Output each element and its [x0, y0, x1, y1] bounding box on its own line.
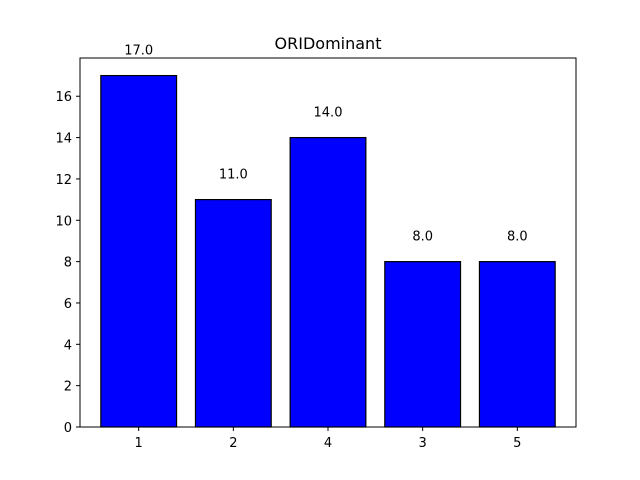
y-tick-label: 16 — [55, 90, 72, 105]
bar-1 — [100, 74, 178, 428]
y-tick-label: 6 — [64, 297, 72, 312]
data-label-1: 17.0 — [124, 44, 153, 59]
y-tick-label: 4 — [64, 338, 72, 353]
x-axis: 1 2 4 3 5 — [135, 427, 521, 451]
x-tick-label: 3 — [419, 436, 427, 451]
y-tick-label: 8 — [64, 256, 72, 271]
plot-frame — [79, 57, 577, 428]
y-tick-label: 0 — [64, 421, 72, 436]
data-label-4: 14.0 — [314, 106, 343, 121]
data-labels-layer: 17.0 11.0 14.0 8.0 8.0 — [124, 44, 527, 245]
x-tick-label: 5 — [513, 436, 521, 451]
bars-layer — [100, 74, 556, 428]
bar-2 — [194, 199, 272, 428]
bar-4 — [289, 136, 367, 428]
bar-3 — [384, 261, 462, 428]
data-label-3: 8.0 — [412, 230, 433, 245]
x-tick-label: 1 — [135, 436, 143, 451]
y-axis: 0 2 4 6 8 10 12 14 16 — [55, 90, 80, 436]
chart-title: ORIDominant — [275, 34, 382, 53]
y-tick-label: 2 — [64, 380, 72, 395]
y-tick-label: 10 — [55, 214, 72, 229]
x-tick-label: 4 — [324, 436, 332, 451]
x-tick-label: 2 — [229, 436, 237, 451]
y-tick-label: 14 — [55, 132, 72, 147]
bar-5 — [478, 261, 556, 428]
data-label-5: 8.0 — [507, 230, 528, 245]
data-label-2: 11.0 — [219, 168, 248, 183]
y-tick-label: 12 — [55, 173, 72, 188]
